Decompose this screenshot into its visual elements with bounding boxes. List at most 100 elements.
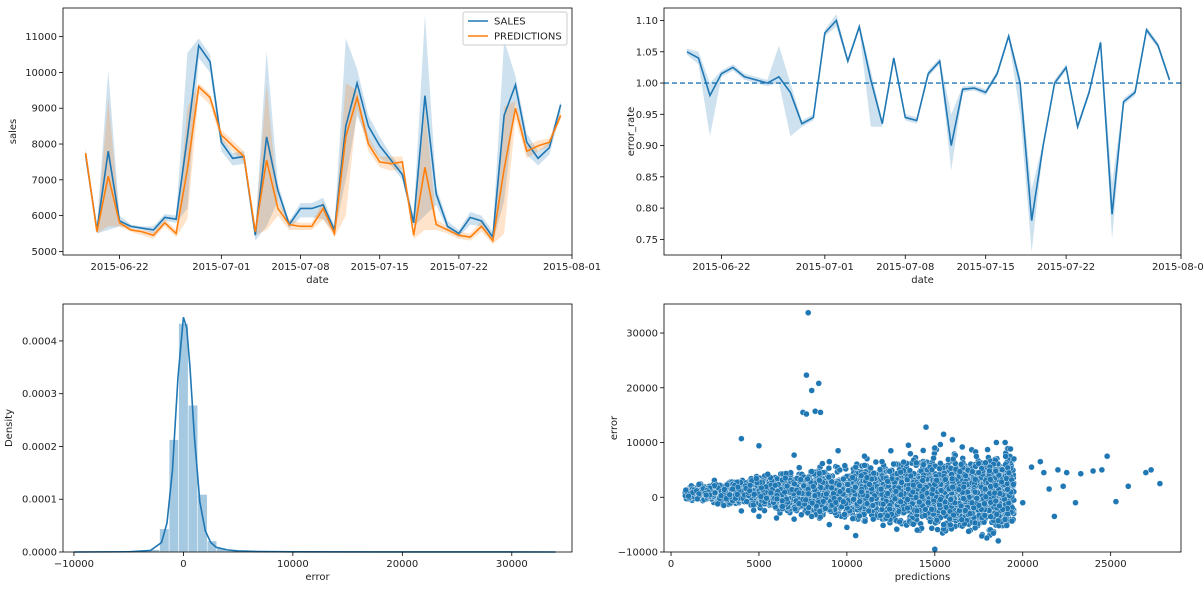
y-tick-label: −10000 bbox=[618, 548, 658, 559]
scatter-point bbox=[946, 515, 953, 523]
scatter-point bbox=[1002, 453, 1009, 460]
scatter-point bbox=[870, 515, 877, 523]
scatter-point bbox=[852, 484, 859, 491]
scatter-point bbox=[721, 486, 728, 493]
scatter-point bbox=[950, 455, 957, 463]
scatter-point bbox=[1045, 485, 1053, 493]
scatter-point bbox=[940, 521, 947, 528]
scatter-point bbox=[937, 460, 944, 467]
scatter-point bbox=[940, 431, 947, 438]
scatter-point bbox=[791, 505, 799, 513]
scatter-point bbox=[947, 521, 954, 529]
scatter-point bbox=[1063, 469, 1070, 476]
y-tick-label: 1.05 bbox=[636, 47, 658, 58]
scatter-point bbox=[950, 511, 957, 519]
scatter-point bbox=[753, 475, 760, 482]
scatter-point bbox=[779, 503, 786, 510]
scatter-point bbox=[877, 512, 884, 519]
y-tick-label: 0 bbox=[652, 493, 658, 504]
scatter-point bbox=[817, 484, 825, 491]
scatter-point bbox=[1051, 513, 1058, 520]
x-tick-label: 2015-07-22 bbox=[1037, 262, 1095, 273]
scatter-point bbox=[863, 474, 871, 481]
scatter-point bbox=[931, 546, 939, 553]
scatter-point bbox=[933, 477, 940, 484]
scatter-point bbox=[982, 493, 990, 500]
scatter-point bbox=[810, 483, 817, 490]
scatter-point bbox=[890, 460, 897, 468]
scatter-point bbox=[1007, 445, 1014, 453]
scatter-point bbox=[909, 488, 917, 496]
scatter-point bbox=[960, 483, 967, 491]
scatter-point bbox=[819, 460, 826, 467]
scatter-point bbox=[808, 468, 815, 475]
scatter-point bbox=[928, 466, 936, 473]
y-tick-label: 0.0004 bbox=[22, 336, 57, 347]
scatter-point bbox=[934, 526, 941, 533]
y-tick-label: 30000 bbox=[626, 329, 658, 340]
x-axis-label: date bbox=[911, 275, 934, 286]
scatter-point bbox=[802, 496, 809, 504]
y-tick-label: 0.90 bbox=[636, 141, 658, 152]
scatter-point bbox=[815, 380, 822, 387]
x-tick-label: 30000 bbox=[496, 559, 528, 570]
scatter-point bbox=[956, 468, 964, 475]
scatter-point bbox=[1142, 469, 1150, 476]
x-axis-label: date bbox=[306, 275, 329, 286]
scatter-point bbox=[884, 512, 891, 520]
y-tick-label: 0.75 bbox=[636, 235, 658, 246]
scatter-point bbox=[861, 517, 869, 525]
scatter-point bbox=[720, 502, 727, 509]
scatter-point bbox=[1003, 475, 1010, 482]
scatter-point bbox=[836, 466, 844, 474]
x-tick-label: 2015-07-01 bbox=[192, 262, 250, 273]
scatter-point bbox=[750, 501, 757, 509]
scatter-point bbox=[920, 461, 927, 468]
scatter-point bbox=[805, 504, 813, 511]
scatter-point bbox=[975, 502, 983, 509]
scatter-point bbox=[937, 487, 945, 494]
scatter-point bbox=[960, 495, 967, 502]
scatter-point bbox=[1028, 463, 1035, 471]
scatter-point bbox=[804, 475, 811, 483]
scatter-point bbox=[896, 518, 903, 526]
scatter-point bbox=[1010, 481, 1017, 488]
scatter-point bbox=[790, 515, 798, 523]
scatter-point bbox=[942, 476, 949, 483]
y-tick-label: 0.85 bbox=[636, 172, 658, 183]
scatter-point bbox=[973, 453, 980, 460]
legend-box bbox=[462, 11, 568, 46]
scatter-point bbox=[826, 521, 833, 528]
x-tick-label: 0 bbox=[668, 559, 674, 570]
series-line-sales bbox=[84, 43, 562, 240]
y-axis-label: error_rate bbox=[626, 107, 637, 157]
scatter-point bbox=[936, 501, 943, 509]
scatter-point bbox=[738, 435, 745, 442]
x-tick-label: 2015-07-08 bbox=[876, 262, 934, 273]
scatter-point bbox=[971, 519, 979, 527]
scatter-point bbox=[1004, 486, 1011, 493]
scatter-point bbox=[729, 485, 736, 493]
scatter-point bbox=[876, 466, 884, 473]
scatter-point bbox=[922, 506, 929, 513]
scatter-point bbox=[795, 489, 803, 497]
y-tick-label: 0.0001 bbox=[22, 495, 57, 506]
scatter-point bbox=[968, 499, 976, 506]
scatter-point bbox=[897, 468, 904, 476]
scatter-point bbox=[957, 502, 965, 510]
y-tick-label: 5000 bbox=[32, 247, 57, 258]
scatter-point bbox=[928, 506, 935, 513]
y-axis-label: sales bbox=[8, 119, 19, 144]
scatter-point bbox=[879, 522, 887, 529]
scatter-point bbox=[996, 490, 1004, 497]
scatter-point bbox=[969, 468, 976, 475]
scatter-point bbox=[832, 499, 840, 506]
scatter-point bbox=[805, 490, 812, 498]
scatter-point bbox=[937, 441, 944, 448]
scatter-point bbox=[834, 447, 842, 454]
x-tick-label: −10000 bbox=[54, 559, 94, 570]
scatter-point bbox=[897, 498, 904, 506]
scatter-point bbox=[886, 468, 893, 475]
axes-frame bbox=[663, 7, 1182, 256]
